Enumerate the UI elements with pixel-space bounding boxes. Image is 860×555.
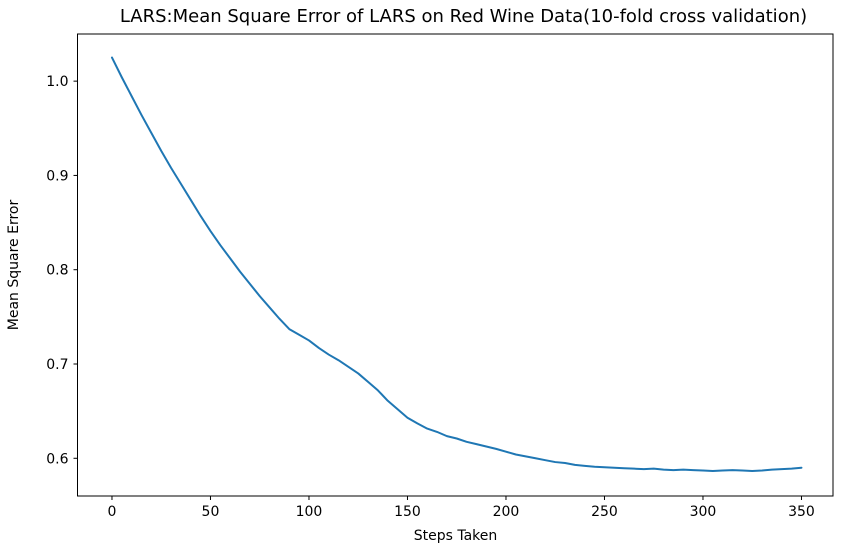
x-tick-label: 300	[690, 504, 717, 520]
y-tick-label: 0.8	[46, 263, 68, 279]
axes-frame	[77, 33, 834, 497]
data-line	[110, 56, 803, 473]
chart-title: LARS:Mean Square Error of LARS on Red Wi…	[119, 6, 808, 27]
x-tick-label: 0	[108, 504, 117, 520]
x-tick-label: 250	[591, 504, 618, 520]
y-tick-label: 0.6	[46, 451, 68, 467]
y-tick-label: 0.9	[46, 168, 68, 184]
x-tick-label: 200	[493, 504, 520, 520]
y-axis-label: Mean Square Error	[6, 199, 22, 331]
x-axis-label: Steps Taken	[413, 528, 498, 544]
y-tick-label: 1.0	[46, 74, 68, 90]
x-tick-label: 350	[788, 504, 815, 520]
x-tick-label: 100	[296, 504, 323, 520]
y-tick-label: 0.7	[46, 357, 68, 373]
x-tick-label: 50	[202, 504, 220, 520]
x-tick-label: 150	[394, 504, 421, 520]
